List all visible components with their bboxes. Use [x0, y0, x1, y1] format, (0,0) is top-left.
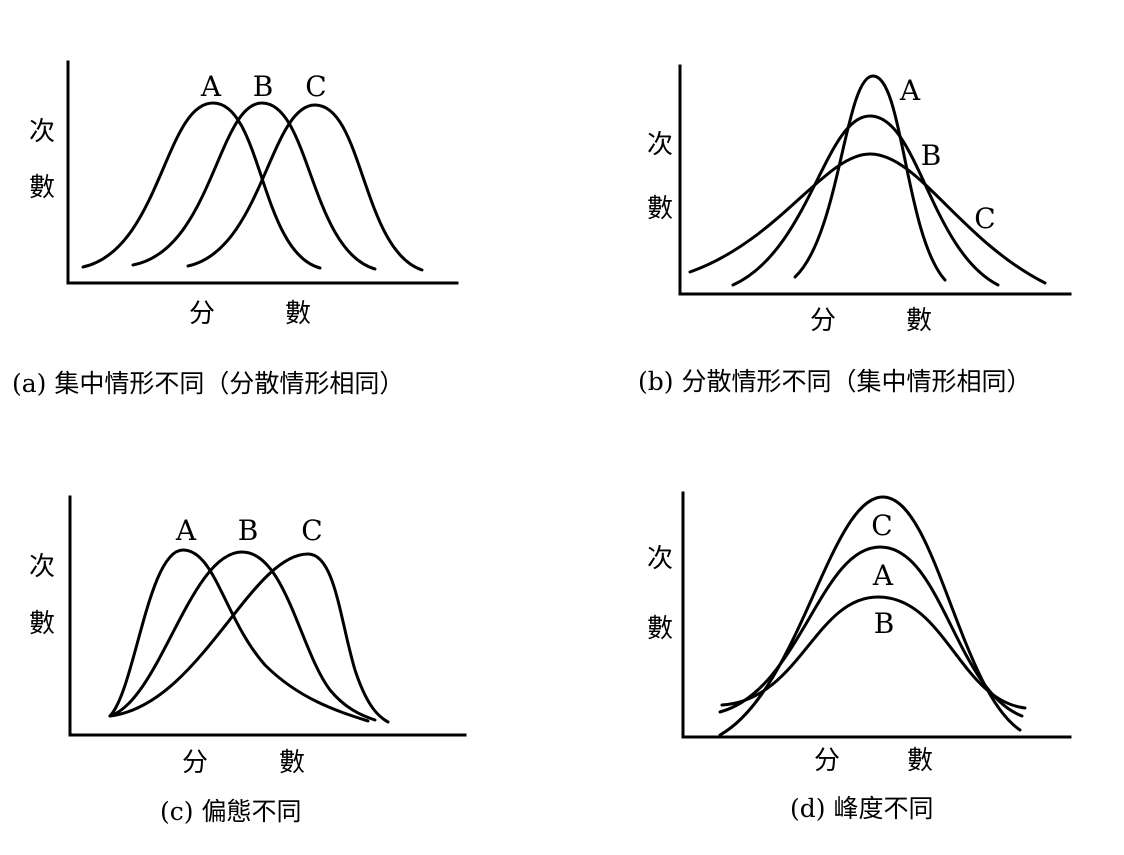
panel-b-ylabel-2: 數: [647, 194, 673, 224]
panel-a-xlabel-1: 分: [189, 299, 215, 329]
panel-c-curve-C: [108, 552, 390, 724]
panel-d-xlabel-2: 數: [907, 746, 933, 776]
panel-a: A B C 次 數 分 數 (a) 集中情形不同（分散情形相同）: [12, 60, 459, 398]
panel-c-ylabel-1: 次: [29, 552, 55, 582]
panel-a-curve-B: [131, 101, 377, 271]
panel-b-curve-A: [793, 74, 947, 282]
panel-b-curve-B: [731, 114, 1000, 287]
panel-d: C A B 次 數 分 數 (d) 峰度不同: [647, 491, 1072, 823]
panel-d-axes: [681, 491, 1072, 739]
panel-d-ylabel-2: 數: [647, 614, 673, 644]
panel-c-label-B: B: [238, 514, 259, 547]
panel-a-xlabel-2: 數: [285, 299, 311, 329]
panel-a-caption: (a) 集中情形不同（分散情形相同）: [12, 369, 404, 398]
panel-d-curve-C: [718, 495, 1022, 737]
panel-d-label-C: C: [871, 509, 892, 542]
panel-b-label-C: C: [974, 202, 995, 235]
panel-c-label-C: C: [301, 514, 322, 547]
panel-a-ylabel-2: 數: [29, 173, 55, 203]
panel-c-curve-B: [108, 550, 377, 722]
panel-c-xlabel-2: 數: [279, 748, 305, 778]
panel-a-label-A: A: [200, 70, 222, 103]
panel-d-ylabel-1: 次: [647, 544, 673, 574]
panel-c-xlabel-1: 分: [182, 748, 208, 778]
panel-b-ylabel-1: 次: [647, 130, 673, 160]
panel-b-xlabel-2: 數: [906, 306, 932, 336]
panel-c-ylabel-2: 數: [29, 609, 55, 639]
panel-b-label-A: A: [899, 74, 921, 107]
panel-d-label-A: A: [872, 559, 894, 592]
panel-c: A B C 次 數 分 數 (c) 偏態不同: [29, 495, 467, 826]
panel-b-caption: (b) 分散情形不同（集中情形相同）: [638, 367, 1031, 396]
panel-d-curve-B: [720, 595, 1027, 710]
panel-d-label-B: B: [874, 607, 895, 640]
panel-b-axes: [678, 64, 1072, 296]
panel-b-xlabel-1: 分: [810, 306, 836, 336]
panel-a-axes: [66, 60, 459, 285]
panel-b-label-B: B: [921, 139, 942, 172]
panel-d-xlabel-1: 分: [814, 746, 840, 776]
panel-a-ylabel-1: 次: [29, 117, 55, 147]
panel-d-curve-A: [718, 545, 1024, 718]
panel-a-curve-A: [81, 101, 322, 270]
panel-a-label-B: B: [253, 70, 274, 103]
panel-c-label-A: A: [175, 514, 197, 547]
panel-a-label-C: C: [305, 70, 326, 103]
panel-a-curve-C: [186, 103, 424, 272]
panel-c-axes: [68, 495, 467, 737]
panel-d-caption: (d) 峰度不同: [790, 794, 933, 823]
panel-c-caption: (c) 偏態不同: [160, 797, 301, 826]
panel-b-curve-C: [688, 152, 1047, 285]
panel-b: A B C 次 數 分 數 (b) 分散情形不同（集中情形相同）: [638, 64, 1072, 396]
